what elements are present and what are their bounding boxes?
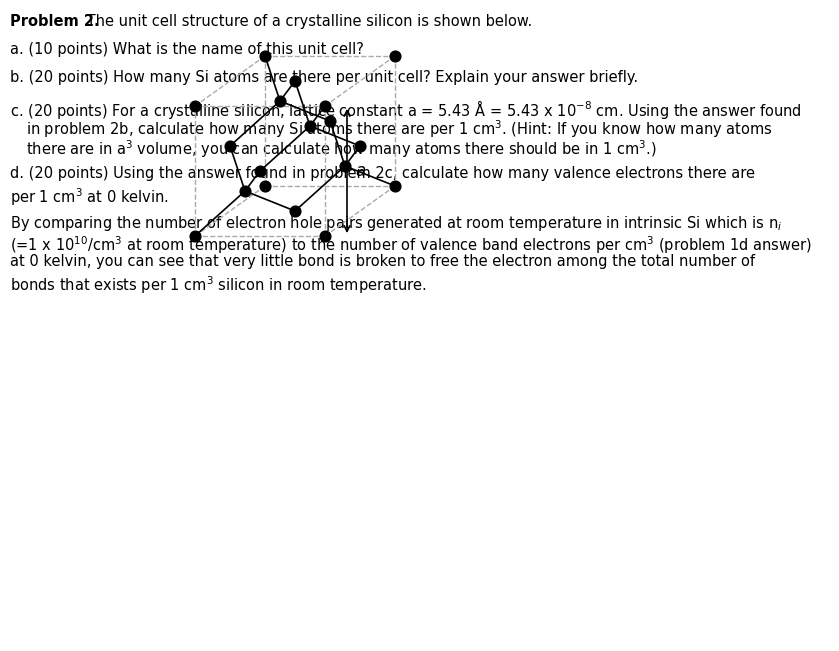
Point bbox=[323, 116, 336, 126]
Point bbox=[289, 206, 302, 216]
Text: c. (20 points) For a crystalline silicon, lattice constant a = 5.43 Å = 5.43 x 1: c. (20 points) For a crystalline silicon… bbox=[10, 98, 802, 121]
Text: By comparing the number of electron hole pairs generated at room temperature in : By comparing the number of electron hole… bbox=[10, 214, 782, 233]
Text: bonds that exists per 1 cm$^3$ silicon in room temperature.: bonds that exists per 1 cm$^3$ silicon i… bbox=[10, 274, 426, 296]
Text: per 1 cm$^3$ at 0 kelvin.: per 1 cm$^3$ at 0 kelvin. bbox=[10, 186, 169, 208]
Point bbox=[289, 76, 302, 86]
Point bbox=[238, 186, 252, 196]
Text: Problem 2.: Problem 2. bbox=[10, 14, 100, 29]
Text: at 0 kelvin, you can see that very little bond is broken to free the electron am: at 0 kelvin, you can see that very littl… bbox=[10, 254, 755, 269]
Point bbox=[303, 121, 316, 132]
Text: in problem 2b, calculate how many Si atoms there are per 1 cm$^3$. (Hint: If you: in problem 2b, calculate how many Si ato… bbox=[26, 118, 773, 140]
Point bbox=[223, 141, 237, 151]
Point bbox=[188, 101, 201, 111]
Point bbox=[318, 101, 331, 111]
Point bbox=[258, 181, 272, 191]
Text: d. (20 points) Using the answer found in problem 2c, calculate how many valence : d. (20 points) Using the answer found in… bbox=[10, 166, 755, 181]
Point bbox=[274, 96, 287, 106]
Point bbox=[253, 166, 267, 176]
Text: a: a bbox=[355, 162, 365, 180]
Point bbox=[338, 161, 352, 171]
Point bbox=[188, 231, 201, 242]
Point bbox=[388, 51, 402, 61]
Text: there are in a$^3$ volume, you can calculate how many atoms there should be in 1: there are in a$^3$ volume, you can calcu… bbox=[26, 138, 657, 159]
Point bbox=[318, 231, 331, 242]
Text: a. (10 points) What is the name of this unit cell?: a. (10 points) What is the name of this … bbox=[10, 42, 364, 57]
Point bbox=[353, 141, 367, 151]
Point bbox=[258, 51, 272, 61]
Text: (=1 x 10$^{10}$/cm$^3$ at room temperature) to the number of valence band electr: (=1 x 10$^{10}$/cm$^3$ at room temperatu… bbox=[10, 234, 811, 256]
Point bbox=[388, 181, 402, 191]
Text: b. (20 points) How many Si atoms are there per unit cell? Explain your answer br: b. (20 points) How many Si atoms are the… bbox=[10, 70, 638, 85]
Text: The unit cell structure of a crystalline silicon is shown below.: The unit cell structure of a crystalline… bbox=[82, 14, 532, 29]
